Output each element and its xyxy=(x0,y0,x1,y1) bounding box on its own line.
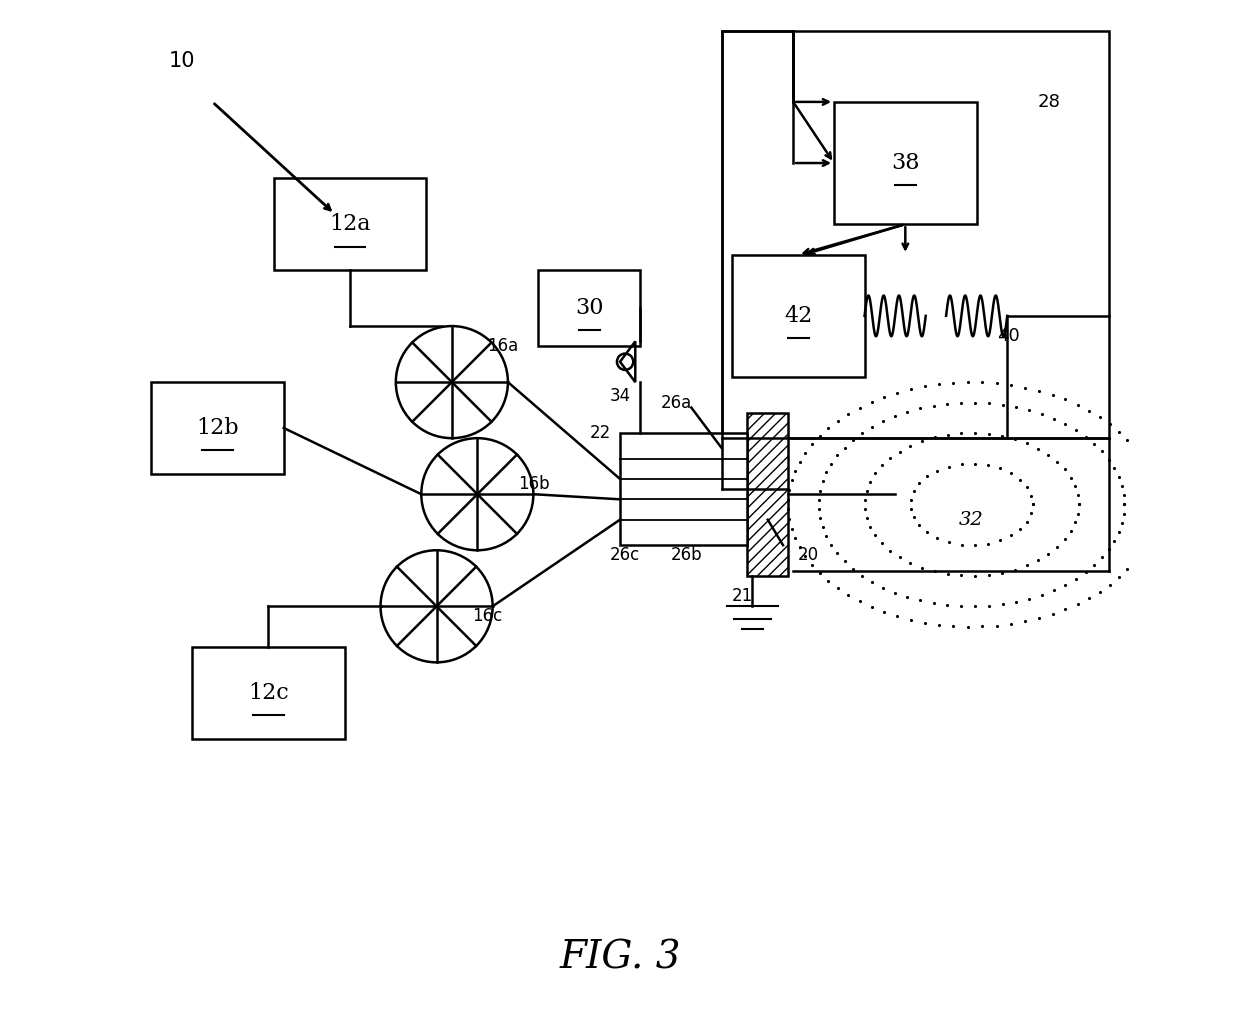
Text: 16b: 16b xyxy=(518,475,549,493)
Text: 12b: 12b xyxy=(196,417,239,439)
Bar xyxy=(538,270,640,346)
Text: 21: 21 xyxy=(732,587,753,605)
Text: 30: 30 xyxy=(575,297,604,319)
Text: 26c: 26c xyxy=(610,546,640,565)
Text: 26a: 26a xyxy=(661,393,692,412)
Text: 12a: 12a xyxy=(329,213,371,235)
Text: 42: 42 xyxy=(784,305,812,327)
Text: FIG. 3: FIG. 3 xyxy=(559,940,681,976)
Bar xyxy=(748,413,789,576)
Text: 28: 28 xyxy=(1038,93,1060,111)
Text: 32: 32 xyxy=(960,511,983,529)
Bar xyxy=(274,178,427,270)
Text: 40: 40 xyxy=(997,327,1019,345)
Text: 22: 22 xyxy=(589,424,610,442)
Bar xyxy=(620,433,748,545)
Text: 16c: 16c xyxy=(472,607,502,626)
Bar xyxy=(732,255,864,377)
Bar xyxy=(151,382,284,474)
Text: 34: 34 xyxy=(609,387,631,406)
Text: 38: 38 xyxy=(892,152,920,174)
Text: 20: 20 xyxy=(799,546,820,565)
Text: 26b: 26b xyxy=(671,546,702,565)
Text: 10: 10 xyxy=(169,51,195,71)
Bar xyxy=(835,102,977,224)
Bar xyxy=(722,31,1109,438)
Text: 16a: 16a xyxy=(487,337,518,356)
Bar xyxy=(192,647,345,739)
Text: 12c: 12c xyxy=(248,682,289,704)
